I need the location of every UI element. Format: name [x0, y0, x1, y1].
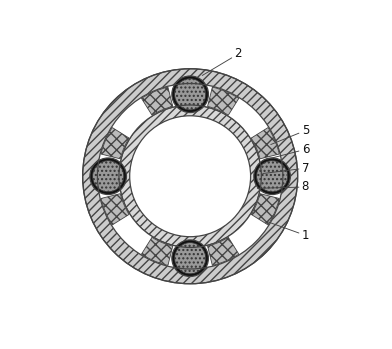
Wedge shape — [101, 194, 129, 225]
Circle shape — [254, 158, 290, 194]
Wedge shape — [101, 127, 129, 159]
Circle shape — [98, 83, 283, 269]
Text: 6: 6 — [267, 143, 309, 159]
Circle shape — [172, 76, 209, 113]
Circle shape — [90, 158, 127, 194]
Wedge shape — [142, 87, 173, 115]
Circle shape — [174, 243, 206, 274]
Wedge shape — [251, 127, 279, 159]
Text: 8: 8 — [257, 180, 309, 193]
Circle shape — [83, 69, 298, 284]
Text: 2: 2 — [202, 47, 242, 75]
Text: 1: 1 — [268, 222, 309, 242]
Circle shape — [98, 83, 283, 269]
Circle shape — [256, 161, 288, 192]
Wedge shape — [142, 237, 173, 266]
Circle shape — [130, 116, 250, 237]
Circle shape — [172, 240, 209, 276]
Circle shape — [174, 79, 206, 110]
Circle shape — [119, 105, 261, 247]
Wedge shape — [208, 87, 239, 115]
Wedge shape — [208, 237, 239, 266]
Text: 5: 5 — [271, 124, 309, 144]
Text: 7: 7 — [263, 162, 309, 175]
Wedge shape — [251, 194, 279, 225]
Circle shape — [93, 161, 124, 192]
